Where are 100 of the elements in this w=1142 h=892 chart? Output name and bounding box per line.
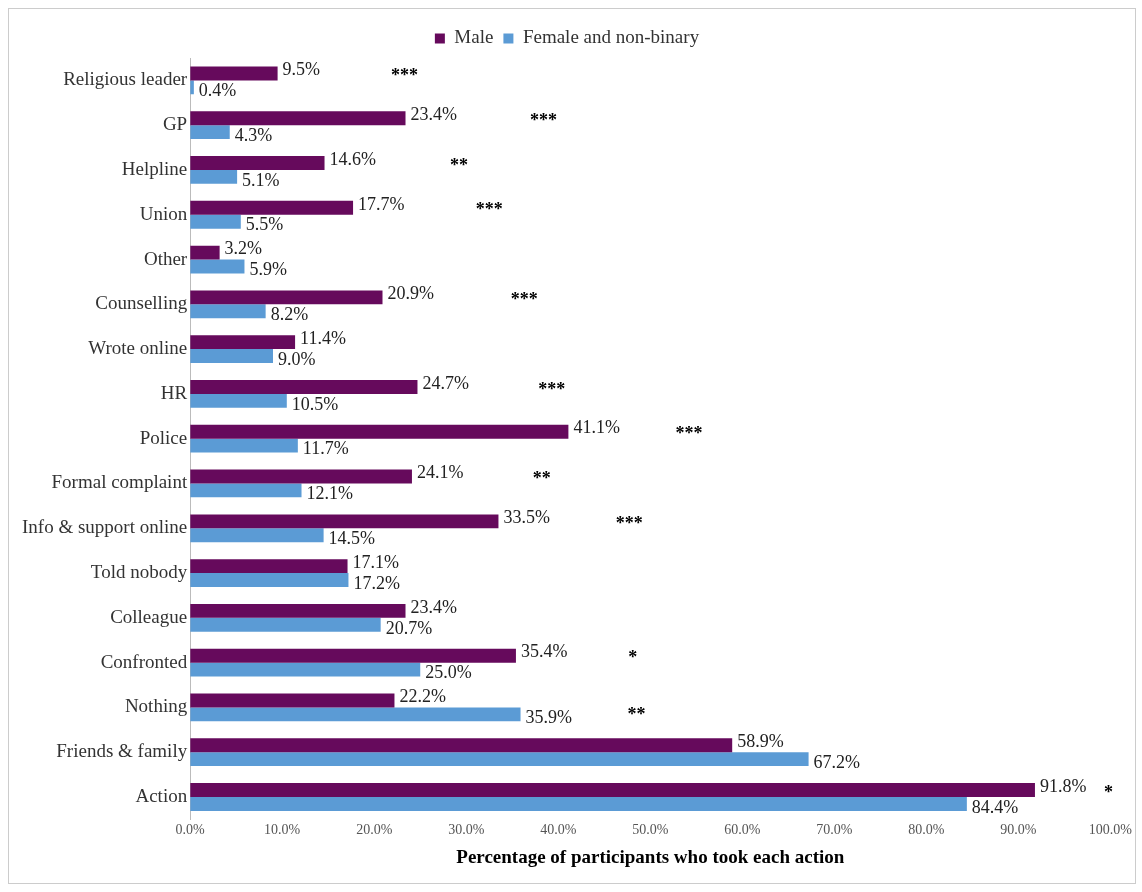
data-label: 17.7% [358,193,405,214]
data-label: 11.4% [300,327,346,348]
x-tick-label: 70.0% [816,822,853,838]
bar [190,424,569,439]
bar [190,169,238,184]
y-tick-label: Union [139,202,188,224]
data-label: 9.0% [278,348,316,369]
data-label: 14.6% [329,148,377,169]
y-tick-label: Helpline [121,157,188,179]
data-label: 10.5% [291,393,339,414]
y-tick-label: Counselling [95,292,188,314]
annotation: *** [510,288,538,309]
data-label: 14.5% [328,527,376,548]
bar [190,707,521,722]
bar [190,438,298,453]
y-tick-label: Formal complaint [51,471,188,493]
x-tick-label: 80.0% [908,822,945,838]
bar [190,573,349,587]
x-tick-label: 50.0% [632,822,669,838]
data-label: 23.4% [410,103,458,124]
data-label: 22.2% [399,686,446,707]
bar [190,783,1035,798]
bar [190,393,287,408]
annotation: *** [538,378,566,399]
x-tick-label: 10.0% [264,822,301,838]
y-tick-label: Friends & family [56,740,188,762]
bar [190,514,499,529]
data-label: 35.9% [525,707,573,728]
data-label: 17.2% [353,572,400,593]
bar [190,335,296,350]
bar [190,200,354,215]
legend-label: Female and non-binary [522,26,700,48]
bar [190,259,245,274]
data-label: 33.5% [503,507,550,528]
annotation: ** [532,468,551,489]
data-label: 24.7% [422,372,469,393]
data-label: 67.2% [813,751,861,772]
y-tick-label: Other [143,247,188,269]
x-tick-label: 90.0% [1000,822,1037,838]
bar [190,156,325,170]
bar [190,304,266,319]
bar [190,66,278,81]
bar [190,469,412,484]
y-tick-label: Confronted [100,650,188,672]
data-label: 20.7% [385,617,433,638]
data-label: 12.1% [306,483,354,504]
data-label: 17.1% [352,551,400,572]
data-label: 84.4% [971,796,1019,817]
bar [190,214,241,229]
bar [190,483,302,498]
bar [190,349,273,364]
legend-label: Male [454,26,494,48]
x-tick-label: 0.0% [175,822,206,838]
x-tick-label: 60.0% [724,822,761,838]
bar [190,662,421,677]
data-label: 5.5% [245,214,284,235]
annotation: ** [627,704,646,725]
bar [190,245,220,260]
x-tick-label: 20.0% [356,822,393,838]
bar [190,528,324,543]
bar [190,290,383,305]
x-tick-label: 100.0% [1088,822,1133,838]
data-label: 3.2% [224,238,263,259]
annotation: *** [675,423,703,444]
bar [190,111,406,126]
data-label: 24.1% [416,462,464,483]
annotation: *** [391,65,419,86]
y-tick-label: Police [139,426,188,448]
data-label: 4.3% [234,124,273,145]
bar [190,559,348,574]
data-label: 20.9% [387,283,435,304]
y-tick-label: Wrote online [88,337,188,359]
data-label: 23.4% [410,596,458,617]
bar [190,752,809,767]
data-label: 8.2% [270,304,309,325]
bar [190,738,733,753]
x-tick-label: 40.0% [540,822,577,838]
data-label: 11.7% [302,438,349,459]
x-tick-label: 30.0% [448,822,485,838]
annotation: ** [449,154,468,175]
y-tick-label: Religious leader [63,68,188,90]
data-label: 0.4% [198,80,237,101]
bar [190,380,418,394]
y-tick-label: Colleague [110,605,188,627]
y-tick-label: Action [135,784,188,806]
data-label: 58.9% [737,731,784,752]
data-label: 5.9% [249,259,287,280]
y-tick-label: HR [160,381,188,403]
bar [190,617,381,632]
data-label: 9.5% [282,59,321,80]
data-label: 91.8% [1039,775,1087,796]
data-label: 35.4% [520,641,568,662]
annotation: *** [475,199,503,220]
data-label: 25.0% [425,662,472,683]
bar [190,797,967,811]
bar [190,603,406,618]
bar [190,693,395,708]
annotation: * [628,647,638,668]
annotation: *** [615,512,643,533]
y-tick-label: Info & support online [21,516,188,538]
